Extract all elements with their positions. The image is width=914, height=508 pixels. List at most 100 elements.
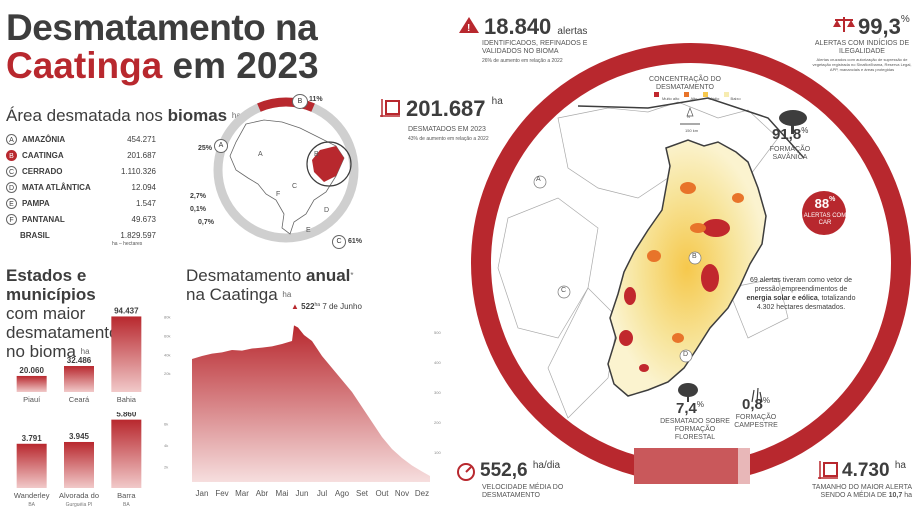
brazil-map: [229, 119, 345, 235]
states-title-a: Estados e municípios: [6, 266, 96, 304]
ring-segment-field: [738, 448, 750, 484]
donut-label-d: 0,7%: [198, 219, 214, 226]
title-highlight: Caatinga: [6, 45, 163, 86]
car-caption: ALERTAS COM CAR: [803, 213, 847, 226]
north-arrow-icon: [686, 107, 694, 117]
alerts-note: 26% de aumento em relação a 2022: [482, 58, 563, 64]
states-title-b: com maior: [6, 304, 86, 323]
bar-category-label: Bahia: [117, 395, 137, 404]
savanna-caption: FORMAÇÃO SAVÂNICA: [769, 146, 811, 161]
illegal-caption: ALERTAS COM INDÍCIOS DE ILEGALIDADE: [814, 40, 910, 55]
max-unit: ha: [894, 460, 906, 471]
scales-icon: [832, 16, 856, 34]
tree-forest-icon: [678, 383, 698, 402]
biome-letter: E: [6, 198, 17, 209]
concentration-title: CONCENTRAÇÃO DO DESMATAMENTO: [649, 76, 721, 91]
annual-peak-label: ▲ 522ha 7 de Junho: [291, 302, 362, 311]
tree-savanna-icon: [779, 110, 807, 134]
annual-title-b: anual: [306, 266, 351, 285]
peak-unit: ha: [314, 302, 321, 308]
speed-caption: VELOCIDADE MÉDIA DO DESMATAMENTO: [482, 484, 564, 499]
biomes-title-a: Área desmatada nos: [6, 106, 168, 125]
biome-name: CAATINGA: [22, 151, 64, 160]
area-note: 43% de aumento em relação a 2022: [408, 136, 489, 142]
bar-category-label: Gurguéia PI: [66, 502, 93, 508]
bar: [111, 419, 142, 488]
donut-marker-c: C: [332, 235, 346, 249]
forest-stat: 7,4%: [676, 400, 704, 417]
concentration-legend: Muito alto Alto Médio Baixo: [662, 96, 741, 101]
y-tick-label: 200: [434, 420, 441, 425]
rmap-letter-d: D: [683, 351, 689, 358]
y-tick-label: 400: [434, 360, 441, 365]
biome-row: E PAMPA 1.547: [6, 198, 156, 212]
x-tick-label: Out: [376, 489, 390, 498]
y-tick-label: 500: [434, 330, 441, 335]
heat-hotspots: [619, 182, 744, 372]
donut-marker-b: B: [292, 94, 308, 109]
x-tick-label: Jun: [296, 489, 309, 498]
bar-category-label: Wanderley: [14, 491, 50, 500]
car-stat: 88%: [803, 196, 847, 211]
donut-marker-a: A: [214, 139, 228, 153]
states-title: Estados e municípios com maior desmatame…: [6, 266, 176, 361]
coastline: [577, 97, 805, 159]
speedometer-icon: [456, 462, 476, 482]
bar-value-label: 32.486: [67, 356, 92, 365]
bar-value-label: 20.060: [19, 366, 44, 375]
biome-letter: A: [6, 134, 17, 145]
caatinga-ring-map: [469, 41, 913, 485]
brasil-label: BRASIL: [20, 231, 50, 240]
grass-field-icon: [751, 387, 763, 403]
title-line1: Desmatamento na: [6, 7, 318, 48]
biome-value: 49.673: [131, 215, 156, 224]
states-title-c: desmatamento: [6, 323, 119, 342]
annual-unit: ha: [282, 290, 292, 299]
hectare-note: ha – hectares: [112, 241, 143, 247]
max-caption: TAMANHO DO MAIOR ALERTA SENDO A MÉDIA DE …: [812, 484, 912, 499]
biome-letter: F: [6, 214, 17, 225]
annual-title-c: na Caatinga: [186, 285, 278, 304]
biomes-title: Área desmatada nos biomas ha: [6, 106, 241, 125]
bar: [64, 366, 94, 392]
municipalities-bar-chart: 2k 4k 6k 3.791 Wanderley BA 3.945 Alvorada do Gu…: [14, 412, 168, 508]
y-tick-label: 6k: [164, 421, 168, 426]
car-unit: %: [829, 196, 836, 203]
y-tick-label: 40k: [164, 352, 170, 357]
biome-name: PAMPA: [22, 199, 50, 208]
bar-category-label: BA: [28, 502, 35, 508]
bar: [111, 316, 142, 392]
map-letter-d: D: [324, 207, 329, 214]
illegal-stat: 99,3%: [858, 14, 910, 40]
x-tick-label: Set: [356, 489, 369, 498]
north-label: N: [687, 114, 690, 119]
map-letter-f: F: [276, 191, 280, 198]
rmap-letter-b: B: [692, 253, 697, 260]
y-tick-label: 20k: [164, 371, 170, 376]
max-stat: 4.730 ha: [842, 460, 906, 482]
illegal-value: 99,3: [858, 14, 901, 39]
map-letter-c: C: [292, 183, 297, 190]
x-tick-label: Abr: [256, 489, 269, 498]
bar-value-label: 94.437: [114, 306, 139, 315]
map-letter-a: A: [258, 151, 263, 158]
title-rest: em 2023: [162, 45, 319, 86]
title-line2: Caatinga em 2023: [6, 46, 319, 86]
peak-value: 522: [301, 302, 315, 311]
forest-caption: DESMATADO SOBRE FORMAÇÃO FLORESTAL: [660, 418, 730, 441]
area-measure-icon: [380, 98, 402, 118]
y-tick-label: 4k: [164, 443, 168, 448]
biome-letter: B: [6, 150, 17, 161]
savanna-value: 91,8: [772, 126, 802, 143]
biome-letter: C: [6, 166, 17, 177]
donut-label-f: 2,7%: [190, 193, 206, 200]
annual-area-chart: 100 200 300 400 500 Jan Fev Mar Abr Mai Jun Jul Ago S…: [192, 325, 441, 498]
bar: [16, 375, 47, 392]
bar-category-label: Barra: [117, 491, 136, 500]
alerts-label: alertas: [557, 26, 588, 37]
x-tick-label: Nov: [395, 489, 409, 498]
biome-value: 201.687: [127, 151, 156, 160]
biome-row: D MATA ATLÂNTICA 12.094: [6, 182, 156, 196]
biome-value: 454.271: [127, 135, 156, 144]
area-unit: ha: [491, 96, 503, 107]
